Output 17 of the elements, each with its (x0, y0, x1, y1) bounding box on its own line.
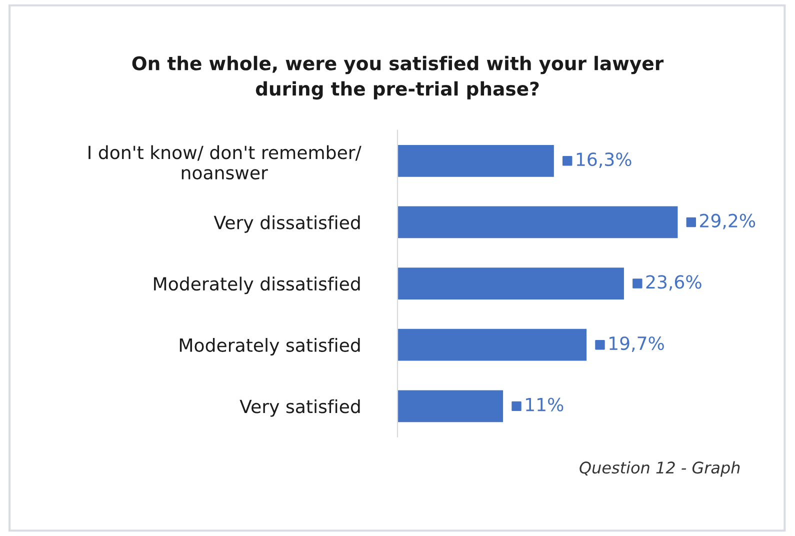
y-tick-label: Moderately dissatisfied (154, 276, 360, 294)
text: Question 12 - Graph (580, 461, 740, 477)
y-tick-label: Very dissatisfied (214, 215, 360, 233)
data-label: 29,2% (700, 214, 756, 230)
data-label: 16,3% (576, 152, 632, 168)
y-tick-label: I don't know/ don't remember/ noanswer (88, 145, 362, 180)
data-label: 23,6% (646, 275, 702, 291)
data-label: 11% (526, 398, 564, 412)
y-tick-label: Moderately satisfied (180, 338, 360, 356)
data-label: 19,7% (610, 336, 664, 352)
bar (398, 144, 554, 177)
bar (398, 268, 624, 300)
y-tick-label: Very satisfied (240, 399, 360, 417)
chart-title: On the whole, were you satisfied with your lawyer during the pre-trial phase? (132, 56, 664, 100)
bar (398, 206, 678, 238)
bar (398, 328, 587, 361)
bar (398, 390, 504, 422)
